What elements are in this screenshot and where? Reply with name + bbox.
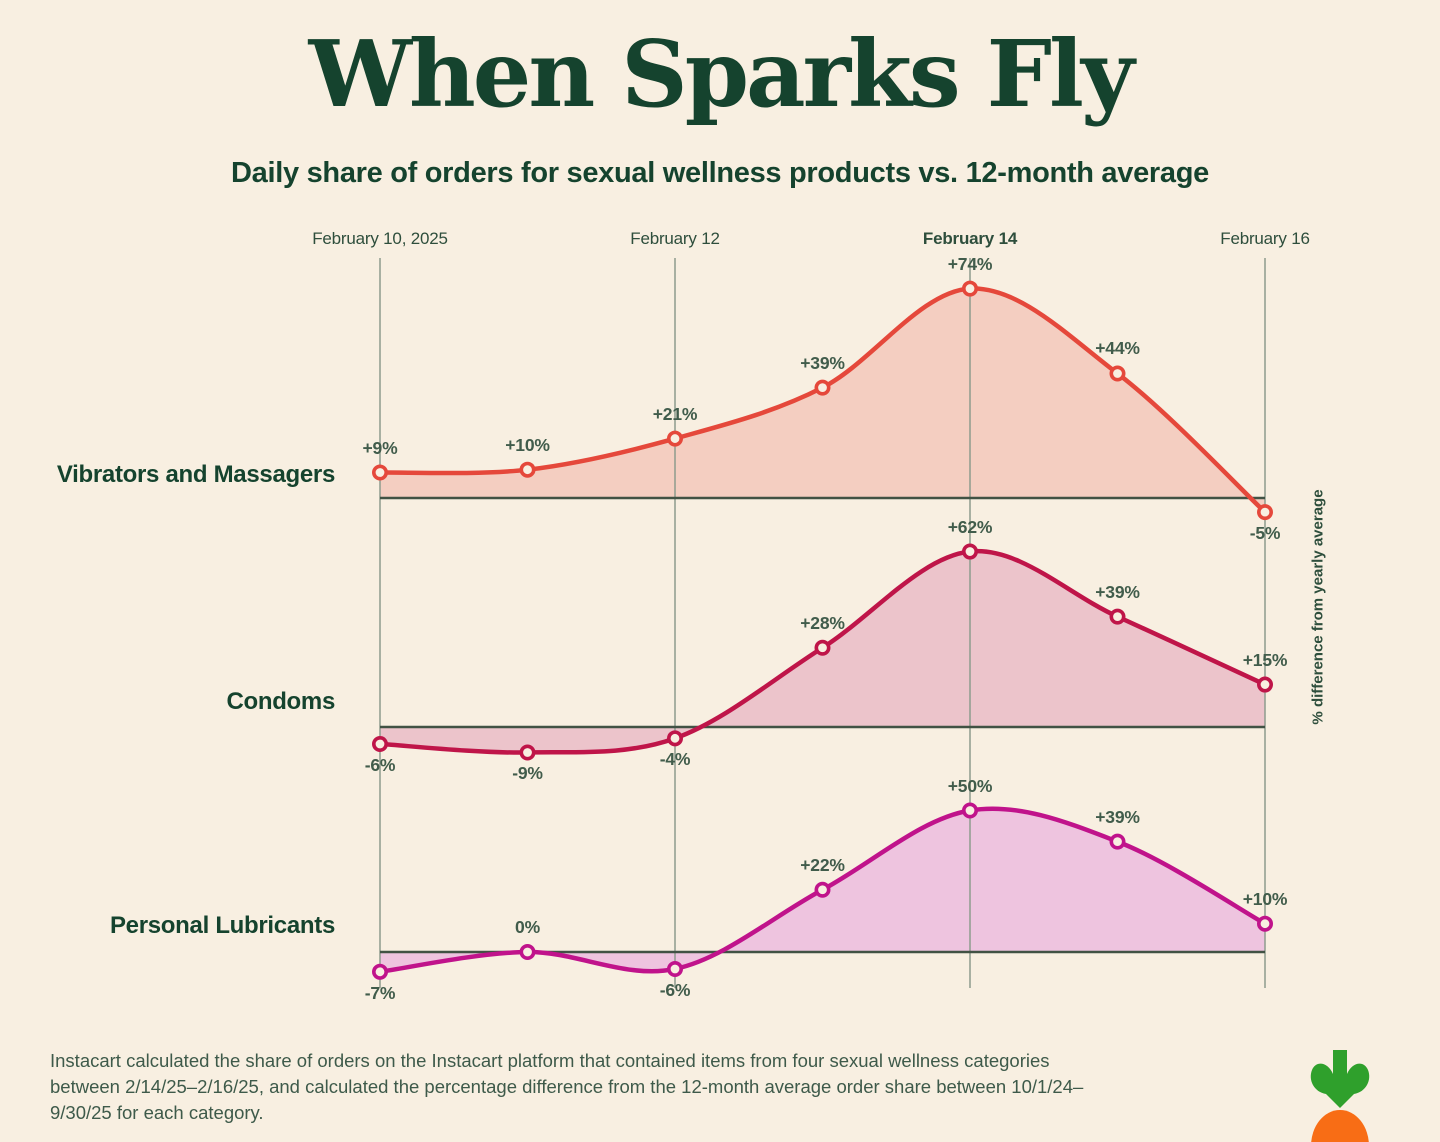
footnote-line: Instacart calculated the share of orders… <box>50 1050 1050 1071</box>
data-point-marker <box>666 730 683 747</box>
instacart-carrot-logo <box>1310 1050 1370 1142</box>
data-point-marker <box>961 802 978 819</box>
data-point-marker <box>1257 676 1274 693</box>
data-point-marker <box>519 943 536 960</box>
data-point-marker <box>371 735 388 752</box>
footnote-line: 9/30/25 for each category. <box>50 1102 264 1123</box>
data-point-marker <box>519 461 536 478</box>
page-subtitle: Daily share of orders for sexual wellnes… <box>231 157 1209 189</box>
data-point-marker <box>961 543 978 560</box>
series-area <box>380 288 1265 513</box>
data-point-marker <box>1109 608 1126 625</box>
data-point-marker <box>814 639 831 656</box>
data-point-marker <box>1109 365 1126 382</box>
carrot-body <box>1311 1110 1369 1142</box>
y-axis-label: % difference from yearly average <box>1309 489 1327 725</box>
data-point-marker <box>1257 504 1274 521</box>
data-point-marker <box>1257 915 1274 932</box>
data-point-marker <box>519 744 536 761</box>
data-point-marker <box>814 881 831 898</box>
carrot-leaf-arrow-icon <box>1310 1050 1370 1108</box>
footnote: Instacart calculated the share of orders… <box>50 1048 1270 1126</box>
data-point-marker <box>666 430 683 447</box>
data-point-marker <box>371 464 388 481</box>
data-point-marker <box>1109 833 1126 850</box>
data-point-marker <box>814 379 831 396</box>
data-point-marker <box>961 280 978 297</box>
page-title: When Sparks Fly <box>308 20 1135 128</box>
data-point-marker <box>371 963 388 980</box>
footnote-line: between 2/14/25–2/16/25, and calculated … <box>50 1076 1084 1097</box>
data-point-marker <box>666 960 683 977</box>
